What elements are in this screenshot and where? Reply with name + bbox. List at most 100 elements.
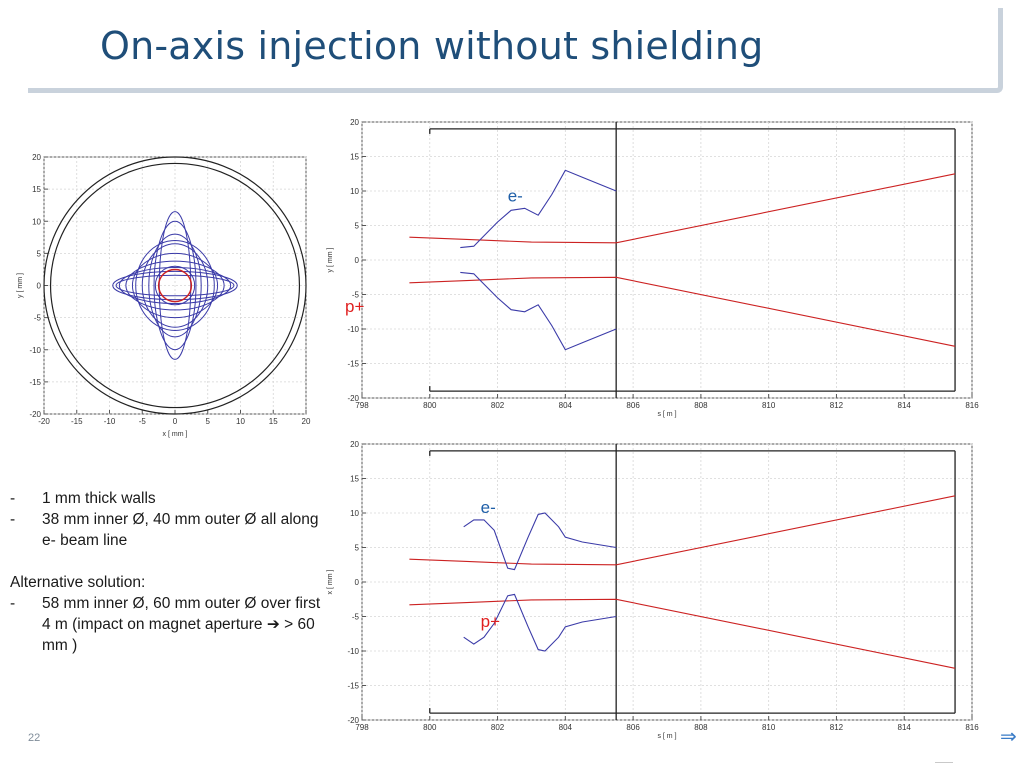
chart-y-vs-s: 798 800 802 804 806 808 810 812 814 816 20 15 10 5 0 -5… xyxy=(327,118,979,418)
x-tick-label: 810 xyxy=(762,723,776,732)
electron-label: e- xyxy=(508,186,523,205)
page-number: 22 xyxy=(28,732,41,744)
electron-orbit xyxy=(131,252,219,319)
forward-nav-icon[interactable]: ⇒ xyxy=(1000,724,1017,748)
x-tick-label: 808 xyxy=(694,723,708,732)
y-tick-label: -15 xyxy=(347,682,359,691)
x-tick-label: 15 xyxy=(269,417,278,426)
y-tick-label: 20 xyxy=(32,153,41,162)
electron-trajectory xyxy=(463,593,617,652)
electron-orbit xyxy=(141,243,209,328)
proton-beam-outline xyxy=(157,268,193,303)
x-tick-label: 10 xyxy=(236,417,245,426)
x-tick-label: 802 xyxy=(491,401,505,410)
y-tick-label: 0 xyxy=(355,578,360,587)
title-frame xyxy=(28,8,1003,93)
electron-orbit xyxy=(115,274,235,297)
bullet-dash: - xyxy=(10,490,16,507)
y-tick-label: -20 xyxy=(347,716,359,725)
y-tick-label: 15 xyxy=(32,185,41,194)
electron-orbit xyxy=(125,260,225,311)
x-tick-label: 806 xyxy=(626,401,640,410)
x-tick-label: 812 xyxy=(830,401,844,410)
electron-label: e- xyxy=(481,498,496,517)
x-tick-label: 816 xyxy=(965,401,979,410)
footer-divider xyxy=(935,762,953,763)
x-tick-label: 806 xyxy=(626,723,640,732)
x-tick-label: 798 xyxy=(355,401,369,410)
x-tick-label: -5 xyxy=(139,417,147,426)
y-tick-label: 20 xyxy=(350,118,359,127)
y-axis-label: y [ mm ] xyxy=(327,248,334,273)
electron-trajectory xyxy=(460,169,617,249)
chart-cross-section: -20 -15 -10 -5 0 5 10 15 20 20 15 10 5 0 -5 -10 -15 -20 x … xyxy=(17,153,311,438)
x-tick-label: 808 xyxy=(694,401,708,410)
beam-pipe-wall xyxy=(43,156,307,415)
bullet-item: - 1 mm thick walls xyxy=(10,488,330,509)
proton-label: p+ xyxy=(345,297,364,316)
y-tick-label: 5 xyxy=(37,249,42,258)
y-axis-label: x [ mm ] xyxy=(327,570,334,595)
x-tick-label: 5 xyxy=(206,417,211,426)
y-tick-label: 20 xyxy=(350,440,359,449)
y-tick-label: -15 xyxy=(29,378,41,387)
bullet-dash: - xyxy=(10,511,16,528)
x-tick-label: 804 xyxy=(559,723,573,732)
x-tick-label: 810 xyxy=(762,401,776,410)
x-tick-label: 798 xyxy=(355,723,369,732)
y-tick-label: -5 xyxy=(352,613,360,622)
x-tick-label: 0 xyxy=(173,417,178,426)
x-axis-label: x [ mm ] xyxy=(163,431,188,438)
y-tick-label: -15 xyxy=(347,360,359,369)
bullet-text: 38 mm inner Ø, 40 mm outer Ø all along e… xyxy=(42,511,319,549)
x-tick-label: 814 xyxy=(898,401,912,410)
x-tick-label: -20 xyxy=(38,417,50,426)
proton-trajectory xyxy=(409,173,956,244)
y-tick-label: 5 xyxy=(355,222,360,231)
alternative-heading: Alternative solution: xyxy=(10,574,146,591)
y-tick-label: -10 xyxy=(347,647,359,656)
y-tick-label: 10 xyxy=(350,509,359,518)
y-tick-label: -20 xyxy=(347,394,359,403)
y-tick-label: 15 xyxy=(350,153,359,162)
chart-x-vs-s: 798 800 802 804 806 808 810 812 814 816 20 15 10 5 0 -5… xyxy=(327,440,979,740)
bullet-dash: - xyxy=(10,595,16,612)
electron-trajectory xyxy=(460,271,617,351)
y-tick-label: 5 xyxy=(355,544,360,553)
beam-pipe-wall xyxy=(49,162,301,409)
y-tick-label: 0 xyxy=(355,256,360,265)
x-tick-label: 800 xyxy=(423,401,437,410)
proton-label: p+ xyxy=(481,612,500,631)
x-tick-label: 802 xyxy=(491,723,505,732)
bullet-item: - 38 mm inner Ø, 40 mm outer Ø all along… xyxy=(10,509,330,551)
y-tick-label: 10 xyxy=(32,217,41,226)
y-tick-label: -20 xyxy=(29,410,41,419)
y-tick-label: -5 xyxy=(352,291,360,300)
y-axis-label: y [ mm ] xyxy=(17,273,24,298)
bullet-list: - 1 mm thick walls - 38 mm inner Ø, 40 m… xyxy=(10,488,330,656)
x-tick-label: 812 xyxy=(830,723,844,732)
y-tick-label: -10 xyxy=(29,346,41,355)
y-tick-label: 10 xyxy=(350,187,359,196)
electron-orbit xyxy=(135,240,215,331)
x-tick-label: -15 xyxy=(71,417,83,426)
x-tick-label: 816 xyxy=(965,723,979,732)
x-axis-label: s [ m ] xyxy=(657,733,676,740)
y-tick-label: 0 xyxy=(37,282,42,291)
proton-trajectory xyxy=(409,598,956,669)
x-tick-label: 804 xyxy=(559,401,573,410)
proton-trajectory xyxy=(409,495,956,566)
electron-orbit xyxy=(154,265,196,306)
x-tick-label: 800 xyxy=(423,723,437,732)
x-tick-label: 814 xyxy=(898,723,912,732)
electron-orbit xyxy=(153,220,197,351)
bullet-text: 58 mm inner Ø, 60 mm outer Ø over first … xyxy=(42,595,321,654)
x-tick-label: -10 xyxy=(104,417,116,426)
electron-orbit xyxy=(148,233,202,338)
electron-trajectory xyxy=(463,512,617,571)
y-tick-label: -5 xyxy=(34,314,42,323)
x-axis-label: s [ m ] xyxy=(657,411,676,418)
bullet-text: 1 mm thick walls xyxy=(42,490,156,507)
proton-trajectory xyxy=(409,276,956,347)
y-tick-label: -10 xyxy=(347,325,359,334)
